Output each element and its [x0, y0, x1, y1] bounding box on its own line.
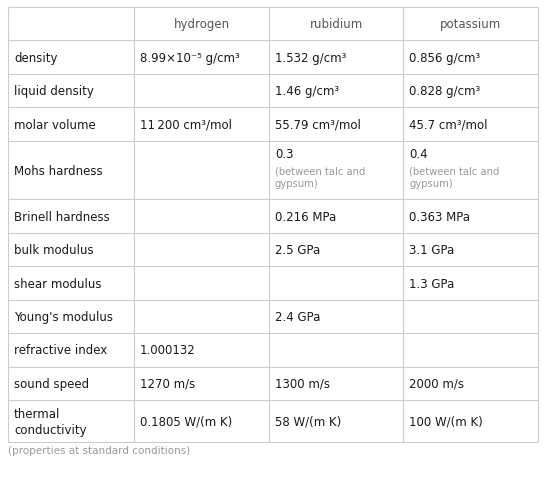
Text: 0.363 MPa: 0.363 MPa [410, 210, 471, 223]
Text: 45.7 cm³/mol: 45.7 cm³/mol [410, 119, 488, 132]
Text: rubidium: rubidium [310, 18, 363, 31]
Text: 0.216 MPa: 0.216 MPa [275, 210, 336, 223]
Text: 55.79 cm³/mol: 55.79 cm³/mol [275, 119, 361, 132]
Text: 0.1805 W/(m K): 0.1805 W/(m K) [140, 415, 233, 428]
Text: shear modulus: shear modulus [14, 277, 102, 290]
Text: 1.532 g/cm³: 1.532 g/cm³ [275, 51, 346, 64]
Text: 0.4: 0.4 [410, 148, 428, 161]
Text: 8.99×10⁻⁵ g/cm³: 8.99×10⁻⁵ g/cm³ [140, 51, 240, 64]
Text: 0.3: 0.3 [275, 148, 293, 161]
Text: 3.1 GPa: 3.1 GPa [410, 243, 455, 257]
Text: (between talc and
gypsum): (between talc and gypsum) [275, 167, 365, 189]
Text: 100 W/(m K): 100 W/(m K) [410, 415, 483, 428]
Text: (properties at standard conditions): (properties at standard conditions) [8, 445, 190, 455]
Text: 58 W/(m K): 58 W/(m K) [275, 415, 341, 428]
Text: 1270 m/s: 1270 m/s [140, 377, 195, 390]
Text: 1.000132: 1.000132 [140, 344, 196, 357]
Text: refractive index: refractive index [14, 344, 107, 357]
Text: Young's modulus: Young's modulus [14, 311, 113, 324]
Text: 0.828 g/cm³: 0.828 g/cm³ [410, 85, 480, 98]
Text: 2.5 GPa: 2.5 GPa [275, 243, 320, 257]
Text: 1.46 g/cm³: 1.46 g/cm³ [275, 85, 339, 98]
Text: 0.856 g/cm³: 0.856 g/cm³ [410, 51, 480, 64]
Text: molar volume: molar volume [14, 119, 96, 132]
Text: (between talc and
gypsum): (between talc and gypsum) [410, 167, 500, 189]
Text: 2.4 GPa: 2.4 GPa [275, 311, 320, 324]
Text: 11 200 cm³/mol: 11 200 cm³/mol [140, 119, 232, 132]
Text: potassium: potassium [440, 18, 501, 31]
Text: Brinell hardness: Brinell hardness [14, 210, 110, 223]
Text: hydrogen: hydrogen [174, 18, 229, 31]
Text: 2000 m/s: 2000 m/s [410, 377, 465, 390]
Text: density: density [14, 51, 57, 64]
Text: bulk modulus: bulk modulus [14, 243, 93, 257]
Text: liquid density: liquid density [14, 85, 94, 98]
Text: sound speed: sound speed [14, 377, 89, 390]
Text: Mohs hardness: Mohs hardness [14, 164, 103, 177]
Text: thermal
conductivity: thermal conductivity [14, 407, 87, 436]
Text: 1.3 GPa: 1.3 GPa [410, 277, 455, 290]
Text: 1300 m/s: 1300 m/s [275, 377, 330, 390]
